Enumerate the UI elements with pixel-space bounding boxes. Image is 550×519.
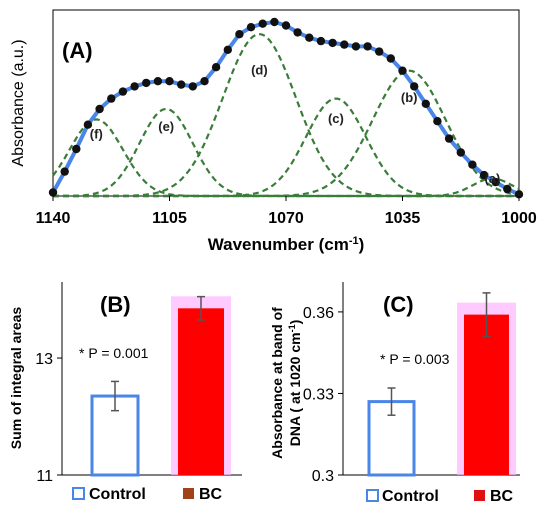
data-point <box>293 28 302 37</box>
panel-a-y-axis-label: Absorbance (a.u.) <box>10 39 27 166</box>
y-tick-label: 13 <box>35 351 53 368</box>
data-point <box>95 104 104 114</box>
bar-bc <box>178 308 224 475</box>
data-point <box>130 82 139 91</box>
panel-c-y-axis-label-line1: Absorbance at band of <box>269 307 285 459</box>
data-point <box>188 82 197 91</box>
panel-a-fit <box>51 20 520 197</box>
panel-a-components <box>52 33 520 198</box>
y-tick-label: 0.3 <box>312 468 334 485</box>
data-point <box>386 54 395 63</box>
panel-a-plot-frame <box>52 9 520 197</box>
y-tick-label: 11 <box>36 468 53 485</box>
x-tick-label: 1000 <box>501 210 537 227</box>
data-point <box>305 33 314 42</box>
component-band-2 <box>53 97 519 198</box>
component-band-0 <box>53 177 520 198</box>
data-point <box>479 170 489 180</box>
panel-c-p-value: * P = 0.003 <box>380 351 450 367</box>
panel-b-y-ticks: 11 13 <box>35 351 62 485</box>
data-point <box>503 184 512 194</box>
panel-b-bars <box>90 295 231 477</box>
panel-b-legend-bc-swatch <box>183 488 194 499</box>
data-point <box>118 87 128 96</box>
data-point <box>48 188 58 197</box>
data-point <box>107 94 116 103</box>
component-label-1: (b) <box>401 90 418 105</box>
data-point <box>421 99 430 109</box>
x-tick-label: 1140 <box>36 210 71 227</box>
data-point <box>328 38 337 48</box>
data-point <box>200 77 209 86</box>
data-point <box>60 167 69 176</box>
panel-b-bar-chart: 11 13 (B) * P = 0.001 Sum of integral are… <box>8 282 242 503</box>
data-point <box>398 66 407 75</box>
panel-c-legend-bc: BC <box>490 488 514 505</box>
panel-c-legend-control-swatch <box>366 489 379 502</box>
data-point <box>444 134 454 143</box>
x-tick-label: 1035 <box>385 210 421 227</box>
data-point <box>153 77 163 86</box>
data-point <box>258 19 267 28</box>
data-point <box>142 78 151 88</box>
panel-b-p-value: * P = 0.001 <box>79 345 149 361</box>
panel-a-spectrum-chart: (a)(b)(c)(d)(e)(f) 1140 1105 1070 1035 1000 … <box>10 9 537 254</box>
data-point <box>316 36 326 46</box>
component-band-1 <box>53 69 520 198</box>
data-point <box>351 42 361 51</box>
data-point <box>456 148 465 157</box>
panel-c-bars <box>367 292 516 477</box>
panel-a-component-labels: (a) (b) (c) (d) (e) (f) <box>90 63 501 186</box>
panel-c-legend-bc-swatch <box>474 490 485 501</box>
data-point <box>211 62 221 72</box>
panel-a-measured-points <box>48 17 524 199</box>
component-band-4 <box>53 107 519 198</box>
data-point <box>468 160 477 169</box>
fit-line <box>51 20 520 197</box>
data-point <box>363 42 372 51</box>
panel-b-label: (B) <box>100 292 131 317</box>
component-band-5 <box>52 118 519 198</box>
x-tick-label: 1070 <box>268 210 304 227</box>
panel-c-y-axis-label-line2: DNA ( at 1020 cm-1) <box>287 320 303 447</box>
data-point <box>433 117 442 126</box>
panel-c-legend: Control BC <box>366 488 514 505</box>
data-point <box>223 45 232 54</box>
panel-a-x-ticks: 1140 1105 1070 1035 1000 <box>36 196 537 227</box>
data-point <box>165 77 174 86</box>
component-label-0: (a) <box>484 171 500 186</box>
data-point <box>72 144 81 154</box>
data-point <box>491 177 500 187</box>
data-point <box>83 120 93 129</box>
y-tick-label: 0.33 <box>303 386 334 403</box>
y-tick-label: 0.36 <box>303 305 334 322</box>
data-point <box>375 47 384 56</box>
component-label-2: (c) <box>328 111 344 126</box>
panel-b-legend-control: Control <box>89 486 146 503</box>
panel-c-y-ticks: 0.3 0.33 0.36 <box>303 305 343 485</box>
bar-bc <box>464 314 509 475</box>
data-point <box>246 23 256 32</box>
data-point <box>177 80 186 89</box>
panel-b-legend-control-swatch <box>72 487 85 500</box>
data-point <box>270 17 279 27</box>
data-point <box>235 30 244 39</box>
panel-b-legend-bc: BC <box>199 486 223 503</box>
data-point <box>340 40 349 49</box>
panel-c-legend-control: Control <box>382 488 439 505</box>
component-label-4: (e) <box>158 119 174 134</box>
data-point <box>410 82 419 91</box>
data-point <box>514 190 524 199</box>
data-point <box>281 21 291 30</box>
panel-c-label: (C) <box>383 292 414 317</box>
panel-a-x-axis-label: Wavenumber (cm-1) <box>208 235 365 254</box>
component-label-3: (d) <box>251 63 268 78</box>
panel-c-bar-chart: 0.3 0.33 0.36 (C) * P = 0.003 Absorbance a… <box>269 282 520 505</box>
panel-b-y-axis-label: Sum of integral areas <box>8 307 24 450</box>
component-label-5: (f) <box>90 127 103 142</box>
panel-b-legend: Control BC <box>72 486 223 503</box>
x-tick-label: 1105 <box>152 210 187 227</box>
panel-a-label: (A) <box>62 38 93 63</box>
